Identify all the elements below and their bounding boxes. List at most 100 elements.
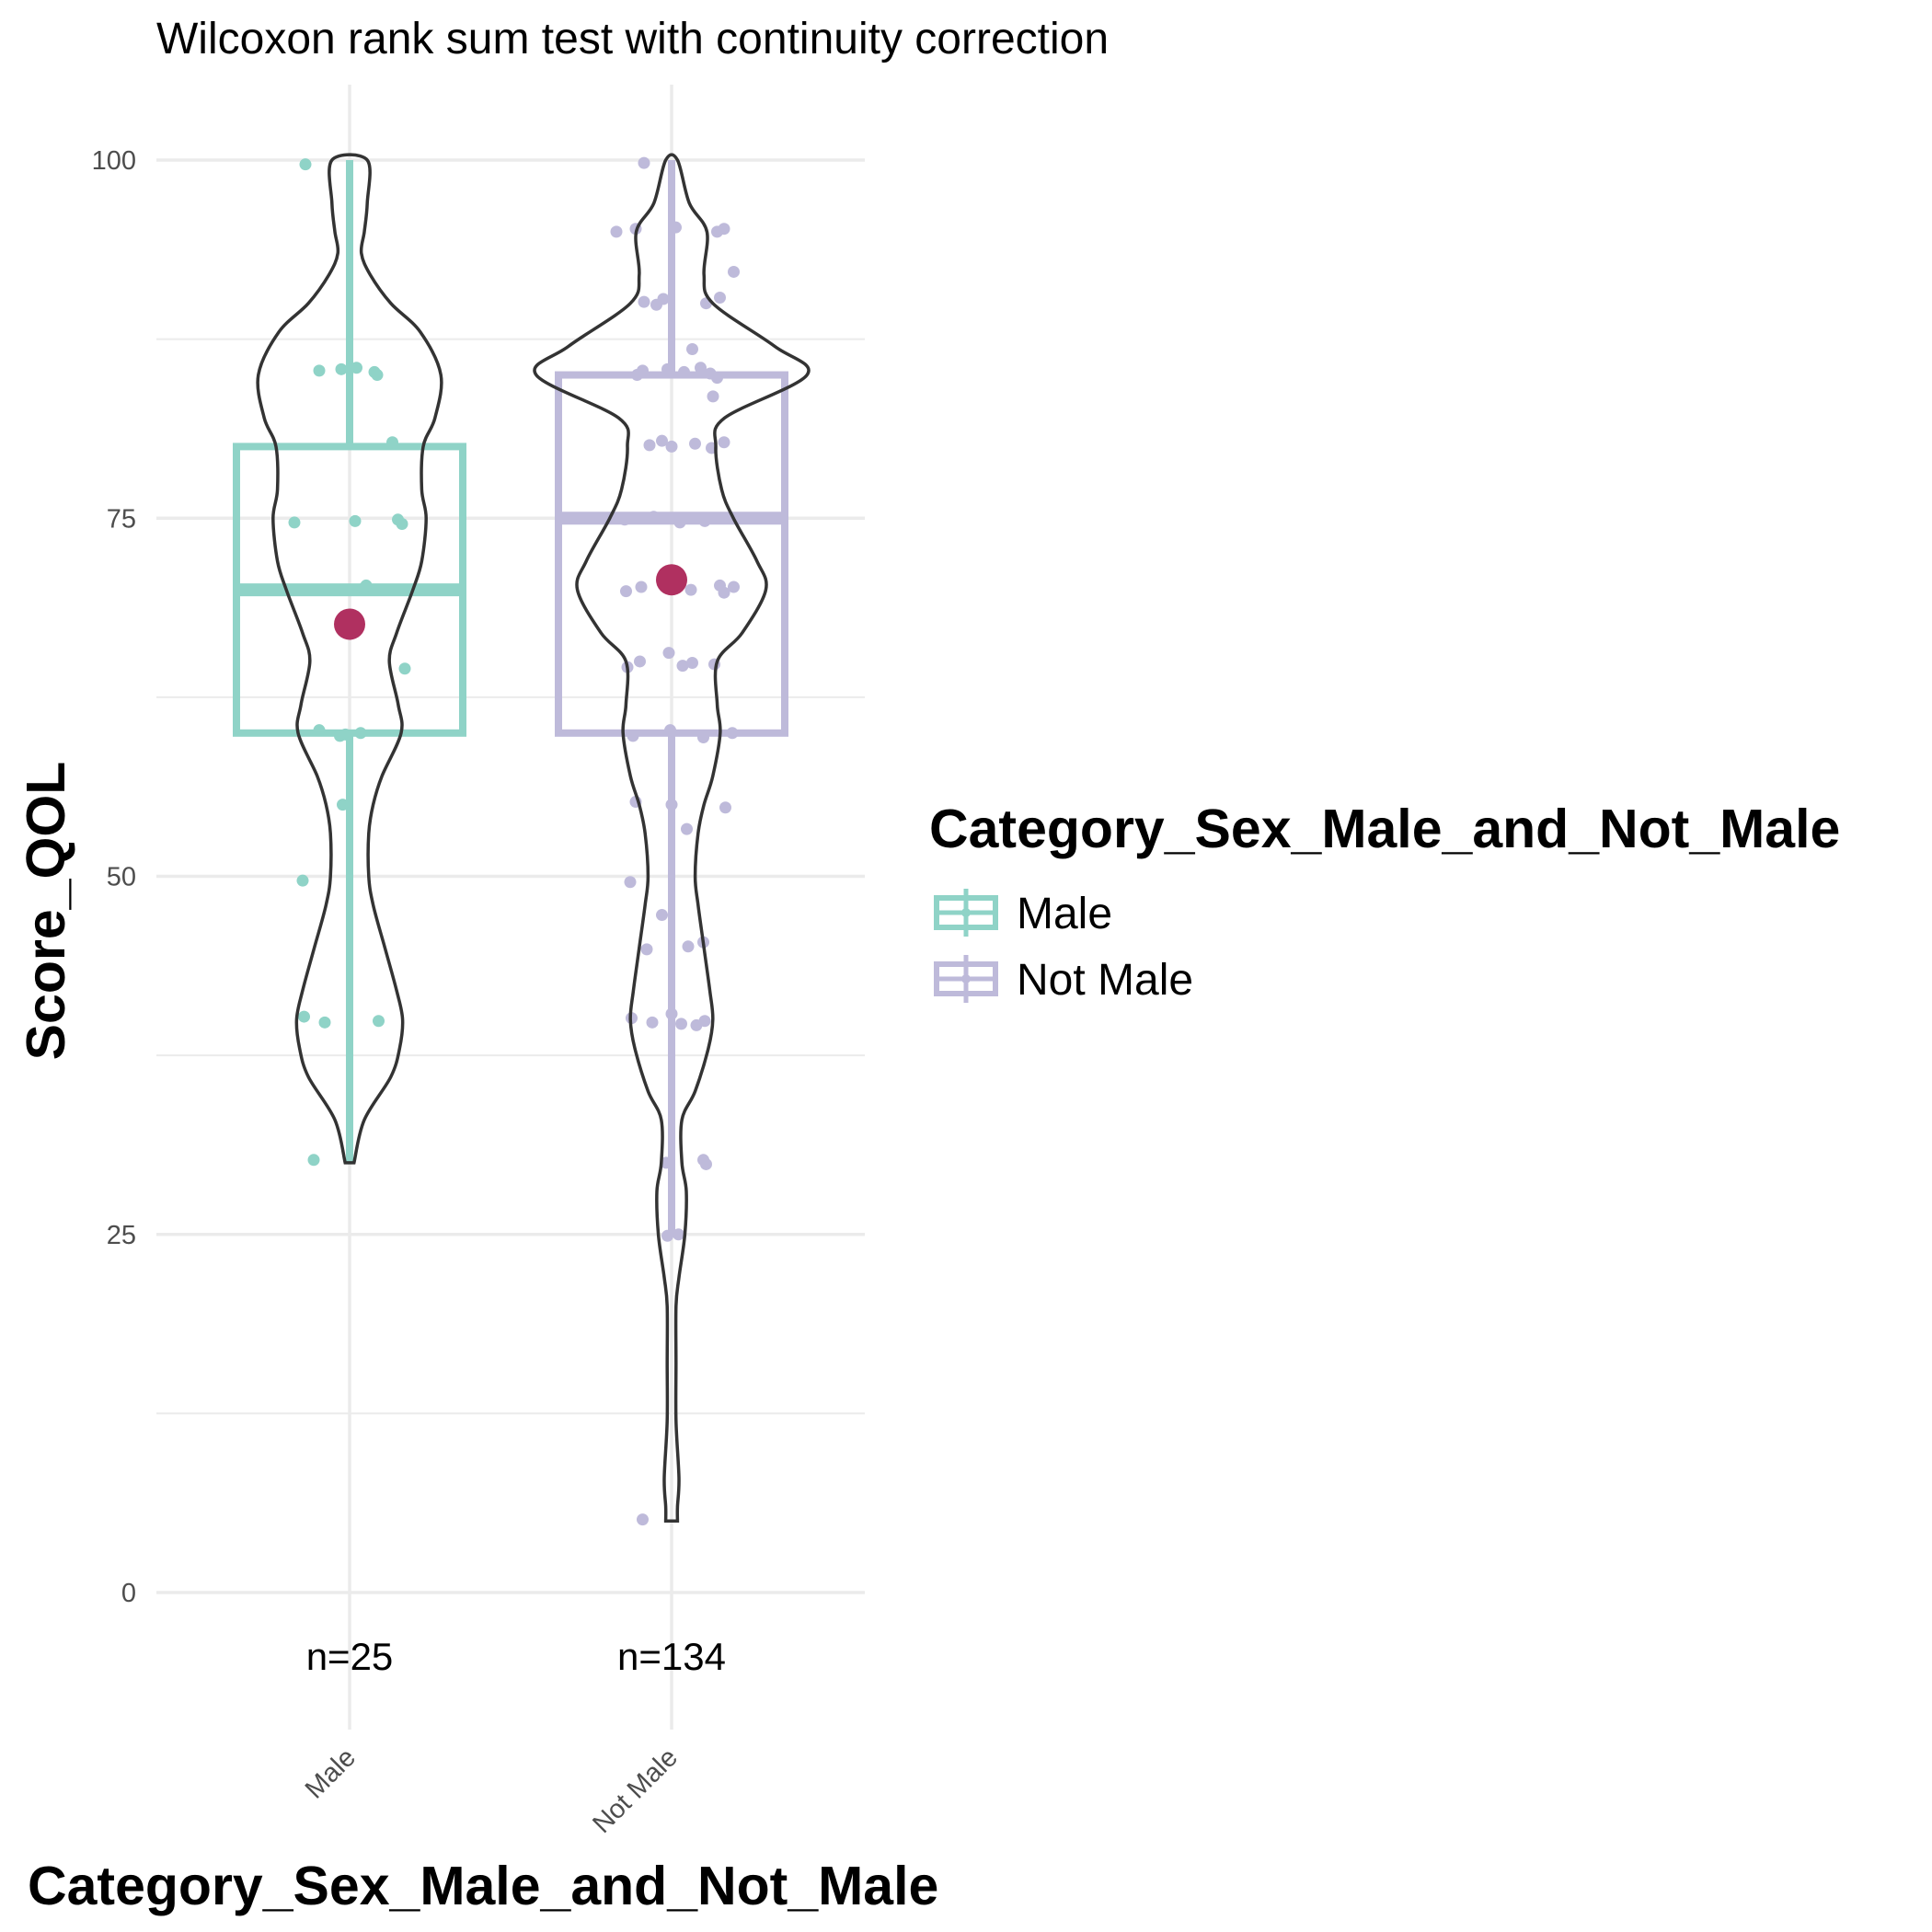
data-point (298, 1010, 310, 1023)
data-point (684, 583, 697, 596)
y-tick-label: 75 (107, 504, 136, 534)
data-point (665, 1007, 678, 1020)
data-point (728, 581, 740, 593)
data-point (398, 662, 411, 675)
data-point (665, 799, 678, 811)
data-point (610, 225, 623, 238)
data-point (329, 583, 342, 596)
legend-label: Male (1017, 890, 1112, 938)
data-point (354, 727, 367, 740)
data-point (339, 728, 351, 741)
data-point (698, 1015, 711, 1028)
data-point (714, 291, 726, 304)
data-point (682, 940, 695, 953)
axis-layer: 0 25 50 75 100 n=25 Male n=134 Not Male (92, 146, 726, 1839)
data-point (719, 801, 731, 814)
legend-key (934, 889, 998, 937)
mean-marker (656, 564, 687, 596)
data-point (661, 1229, 673, 1242)
data-point (337, 799, 349, 811)
y-tick-label: 0 (121, 1579, 136, 1608)
data-point (718, 223, 730, 236)
data-point (624, 876, 637, 889)
data-point (650, 298, 662, 311)
data-point (335, 362, 348, 375)
data-point (620, 585, 632, 598)
data-point (726, 727, 739, 740)
plot-layer (233, 153, 811, 1526)
data-point (631, 369, 643, 382)
violin-outline (533, 153, 811, 1523)
x-axis-label: Category_Sex_Male_and_Not_Male (28, 1856, 938, 1916)
data-point (681, 822, 693, 835)
data-point (686, 343, 698, 356)
data-point (728, 265, 740, 278)
sample-size-label: n=134 (617, 1635, 726, 1678)
legend-key-point (961, 908, 971, 917)
data-point (686, 657, 698, 670)
data-point (704, 367, 717, 380)
data-point (634, 655, 646, 668)
data-point (670, 221, 682, 234)
mean-marker (334, 608, 365, 640)
data-point (675, 1018, 687, 1030)
data-point (661, 362, 673, 375)
data-point (707, 390, 719, 403)
data-point (700, 1157, 712, 1170)
data-point (648, 511, 660, 523)
data-point (637, 1513, 649, 1526)
legend-key-point (961, 974, 971, 983)
y-tick-label: 50 (107, 863, 136, 892)
data-point (662, 647, 675, 660)
data-point (695, 362, 707, 374)
data-point (635, 581, 648, 593)
legend-title: Category_Sex_Male_and_Not_Male (929, 799, 1840, 859)
data-point (371, 369, 384, 382)
grid-layer (156, 85, 865, 1730)
x-tick-label: Not Male (587, 1742, 684, 1839)
data-point (318, 1016, 331, 1029)
data-point (678, 365, 690, 378)
data-point (307, 1154, 320, 1167)
data-point (373, 1015, 385, 1028)
data-point (656, 434, 668, 447)
y-tick-label: 100 (92, 146, 136, 176)
data-point (643, 439, 656, 452)
data-point (718, 436, 730, 449)
data-point (296, 874, 309, 887)
data-point (313, 724, 326, 737)
legend: Category_Sex_Male_and_Not_Male Male Not M… (929, 799, 1840, 1005)
data-point (313, 364, 326, 377)
data-point (638, 295, 650, 308)
data-point (396, 517, 408, 530)
data-point (360, 579, 373, 592)
data-point (673, 1228, 684, 1241)
data-point (299, 158, 312, 171)
x-tick-label: Male (300, 1742, 362, 1804)
data-point (627, 730, 639, 742)
data-point (697, 730, 709, 743)
data-point (349, 514, 362, 527)
data-point (718, 586, 730, 599)
data-point (351, 362, 362, 374)
sample-size-label: n=25 (306, 1635, 394, 1678)
y-axis-label: Score_QOL (16, 762, 76, 1061)
legend-label: Not Male (1017, 956, 1193, 1005)
chart-title: Wilcoxon rank sum test with continuity c… (156, 15, 1109, 63)
y-tick-label: 25 (107, 1221, 136, 1250)
data-point (676, 660, 689, 673)
data-point (288, 516, 301, 529)
data-point (698, 514, 711, 527)
data-point (665, 440, 678, 453)
data-point (664, 724, 676, 737)
data-point (618, 513, 631, 526)
legend-items: Male Not Male (934, 889, 1193, 1005)
data-point (656, 909, 668, 922)
data-point (640, 943, 653, 956)
data-point (638, 156, 650, 169)
data-point (709, 512, 722, 524)
data-point (646, 1016, 659, 1029)
violin-outline (256, 153, 443, 1165)
data-point (689, 437, 701, 450)
